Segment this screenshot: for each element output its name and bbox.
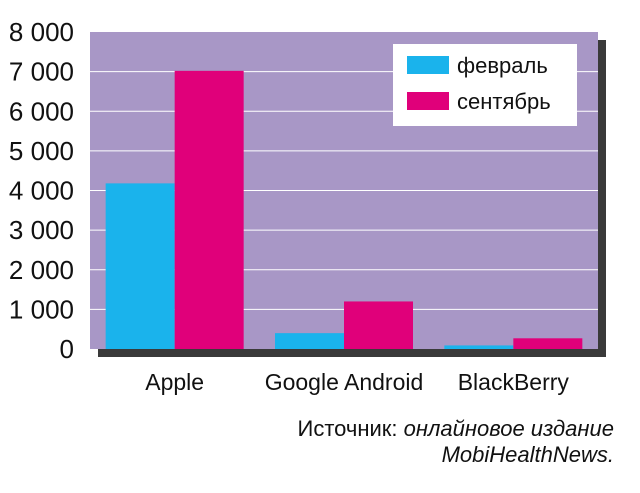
y-tick-label: 6 000 — [9, 96, 74, 126]
y-tick-label: 2 000 — [9, 255, 74, 285]
bar-february — [105, 183, 175, 349]
legend-swatch — [407, 56, 449, 74]
source-prefix: Источник: — [297, 416, 404, 441]
source-line2-italic: MobiHealthNews. — [441, 442, 614, 467]
bar-september — [344, 301, 413, 349]
y-tick-label: 7 000 — [9, 57, 74, 87]
bar-september — [174, 70, 244, 350]
source-line1-italic: онлайновое издание — [403, 416, 614, 441]
category-label: Apple — [145, 369, 204, 395]
y-tick-label: 8 000 — [9, 17, 74, 47]
bars — [105, 70, 583, 350]
bar-february — [444, 345, 514, 349]
y-tick-label: 1 000 — [9, 294, 74, 324]
y-axis-ticks: 0 1 000 2 000 3 000 4 000 5 000 6 000 7 000 8 00… — [9, 17, 74, 364]
source-note: Источник: онлайновое издание MobiHealthN… — [234, 416, 615, 468]
category-label: BlackBerry — [458, 369, 570, 395]
legend-label: февраль — [457, 53, 548, 78]
legend-label: сентябрь — [457, 89, 551, 114]
y-tick-label: 5 000 — [9, 136, 74, 166]
legend: февраль сентябрь — [393, 44, 577, 126]
bar-september — [513, 338, 583, 349]
y-tick-label: 4 000 — [9, 176, 74, 206]
source-line-2: MobiHealthNews. — [234, 442, 614, 468]
category-label: Google Android — [265, 369, 424, 395]
source-line-1: Источник: онлайновое издание — [234, 416, 615, 442]
y-tick-label: 0 — [60, 334, 74, 364]
bar-chart: 0 1 000 2 000 3 000 4 000 5 000 6 000 7 000 8 00… — [9, 17, 606, 395]
x-axis-categories: Apple Google Android BlackBerry — [145, 369, 569, 395]
legend-swatch — [407, 92, 449, 110]
bar-february — [275, 333, 344, 349]
y-tick-label: 3 000 — [9, 215, 74, 245]
